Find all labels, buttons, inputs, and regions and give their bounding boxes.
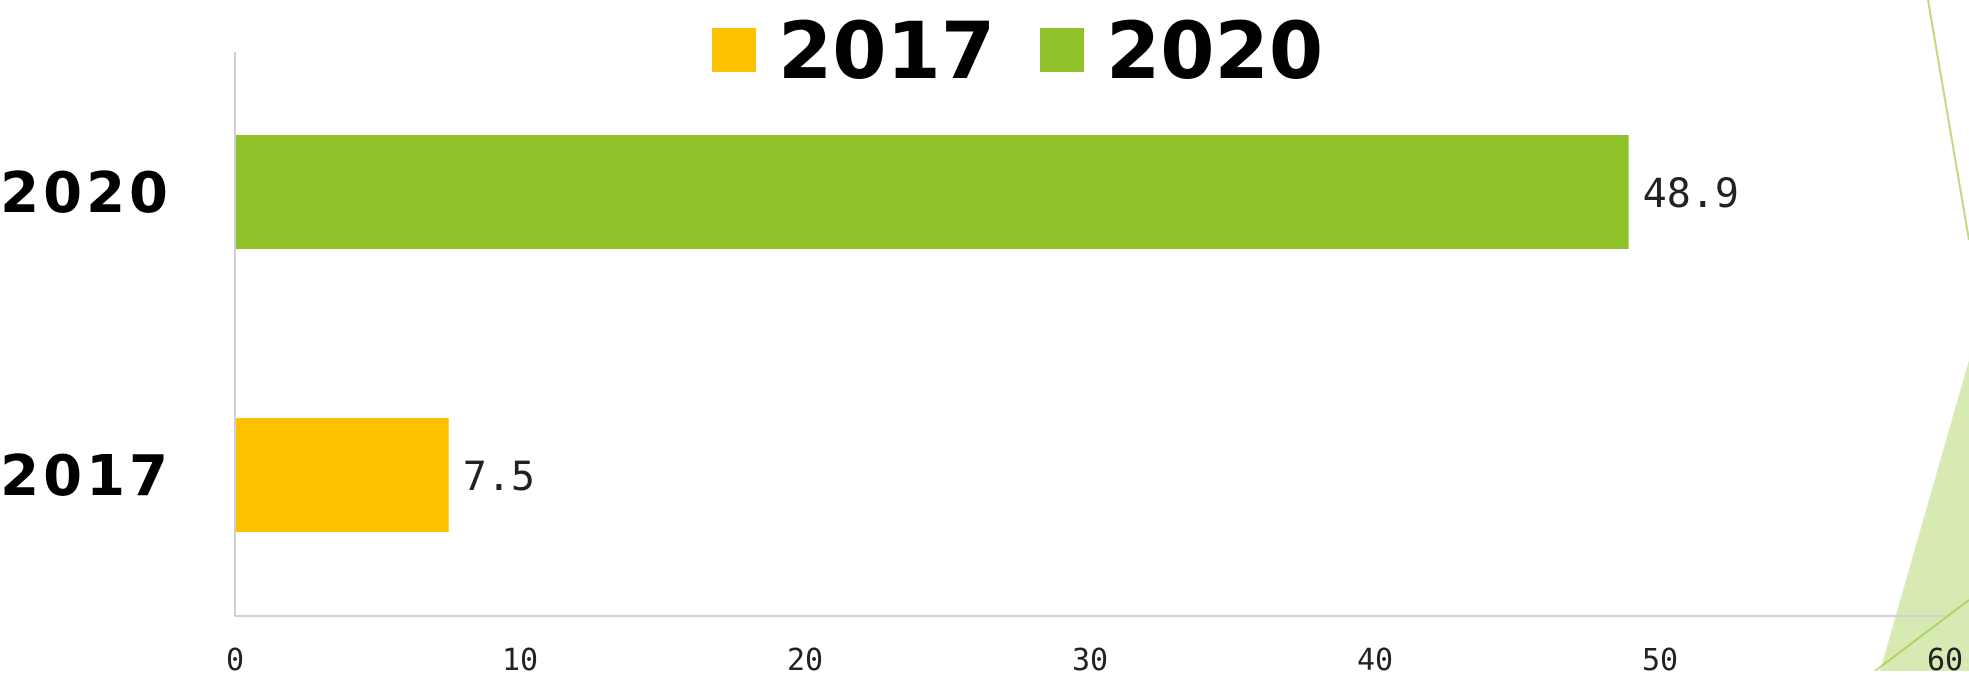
data-label-2017: 7.5	[463, 454, 535, 500]
x-tick-label-30: 30	[1072, 643, 1108, 671]
legend-label-2020: 2020	[1106, 7, 1323, 97]
bar-2020	[236, 135, 1629, 249]
bar-2017	[236, 418, 449, 532]
decor-green-triangle	[1880, 360, 1969, 671]
x-tick-label-50: 50	[1642, 643, 1678, 671]
x-tick-label-40: 40	[1357, 643, 1393, 671]
legend-swatch-2017	[712, 28, 756, 72]
category-label-2017: 2017	[0, 444, 172, 509]
data-label-2020: 48.9	[1643, 171, 1739, 217]
x-tick-label-10: 10	[502, 643, 538, 671]
x-tick-label-20: 20	[787, 643, 823, 671]
decor-line-upper	[1928, 0, 1969, 240]
category-labels: 2017 2020	[0, 161, 172, 509]
x-tick-labels: 0 10 20 30 40 50 60	[226, 643, 1963, 671]
slide-decoration	[1875, 0, 1969, 671]
legend: 2017 2020	[712, 7, 1323, 97]
legend-swatch-2020	[1040, 28, 1084, 72]
x-tick-label-60: 60	[1927, 643, 1963, 671]
bars-group	[236, 135, 1629, 532]
category-label-2020: 2020	[0, 161, 172, 226]
x-tick-label-0: 0	[226, 643, 244, 671]
legend-label-2017: 2017	[778, 7, 995, 97]
